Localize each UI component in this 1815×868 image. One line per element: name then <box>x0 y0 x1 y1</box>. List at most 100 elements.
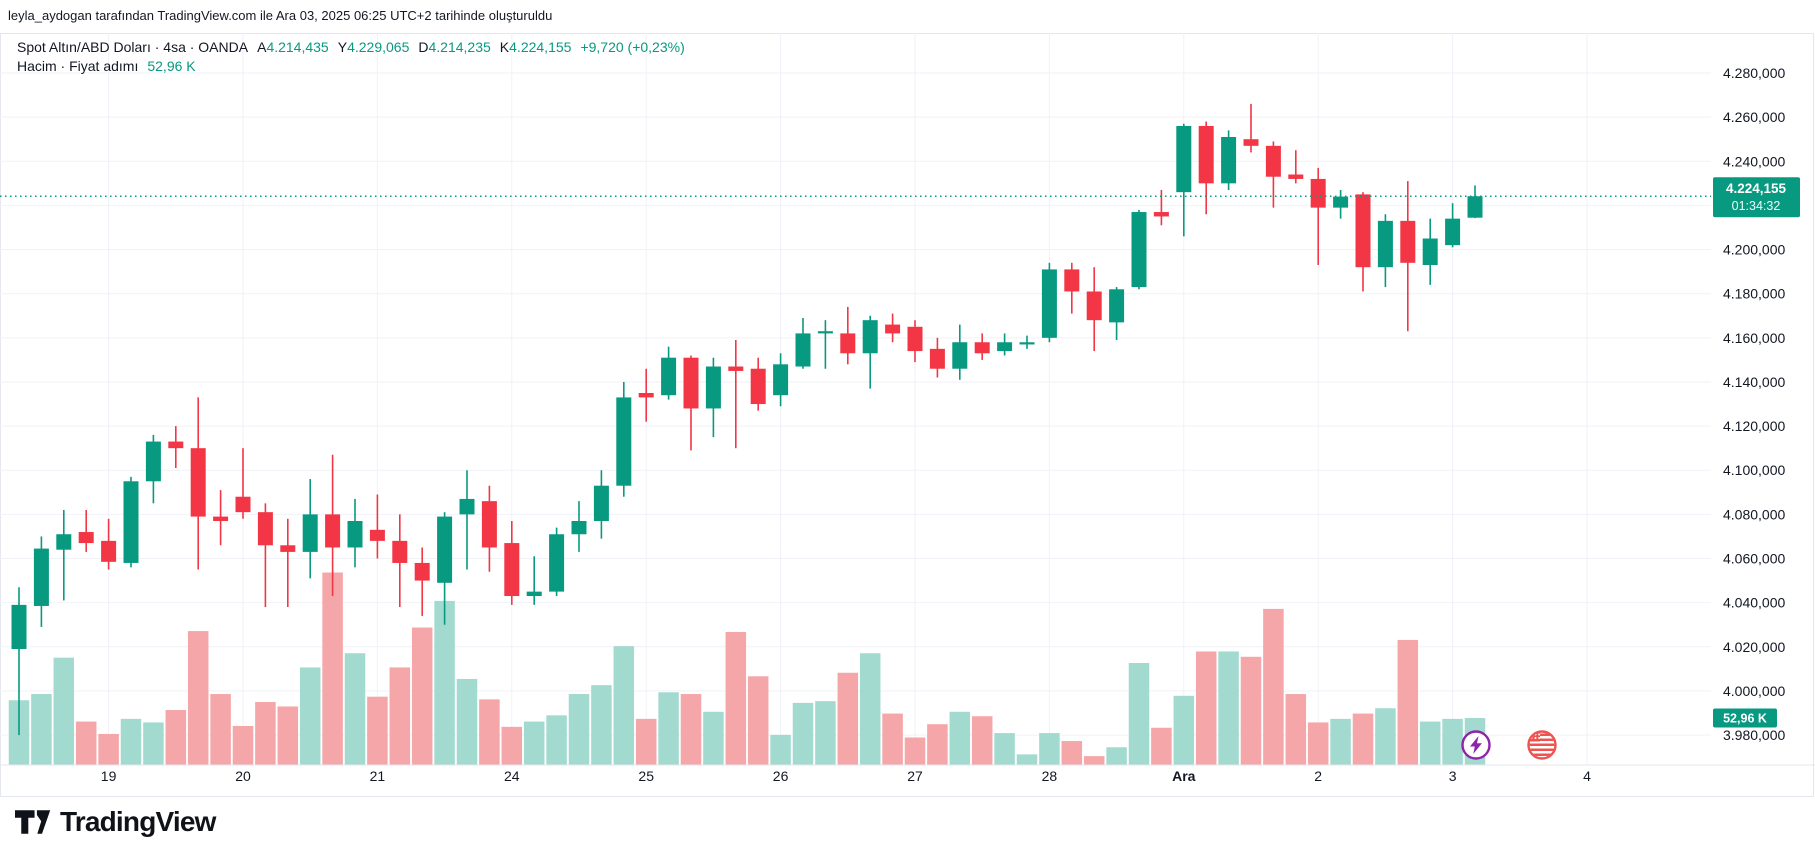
last-price-badge: 4.224,155 01:34:32 <box>1713 177 1800 218</box>
candle-body <box>549 534 565 592</box>
volume-bar <box>1195 651 1217 765</box>
candle-body <box>974 342 990 354</box>
price-axis-label: 4.180,000 <box>1723 286 1785 302</box>
time-axis-label: 28 <box>1042 768 1058 784</box>
volume-badge-bg <box>1713 708 1777 728</box>
volume-bar <box>523 721 545 765</box>
volume-bar <box>1173 695 1195 765</box>
volume-bar <box>187 631 209 765</box>
volume-bar <box>1061 741 1083 765</box>
time-axis-label: 25 <box>638 768 654 784</box>
candle-body <box>101 540 117 562</box>
candle-body <box>1153 212 1169 217</box>
us-flag-icon <box>1527 730 1557 760</box>
volume-bar <box>1285 694 1307 765</box>
volume-bar <box>1419 721 1441 765</box>
lightning-icon <box>1461 730 1491 760</box>
grid-lines <box>0 33 1711 765</box>
volume-bar <box>1128 662 1150 765</box>
price-axis: 4.280,0004.260,0004.240,0004.220,0004.20… <box>1723 65 1785 743</box>
candle-body <box>1243 139 1259 146</box>
candle-body <box>728 366 744 371</box>
volume-bar <box>680 694 702 765</box>
candle-body <box>145 441 161 482</box>
volume-bar <box>367 696 388 765</box>
time-axis-label: 24 <box>504 768 520 784</box>
candle-body <box>257 512 273 546</box>
volume-bar <box>344 653 366 765</box>
price-axis-label: 4.260,000 <box>1723 109 1785 125</box>
candlestick-series <box>11 103 1483 736</box>
candle-body <box>795 333 811 367</box>
price-axis-label: 4.240,000 <box>1723 153 1785 169</box>
low-value: D4.214,235 <box>418 39 491 55</box>
volume-bar <box>1083 756 1105 765</box>
price-axis-label: 4.040,000 <box>1723 595 1785 611</box>
candle-body <box>1467 196 1483 218</box>
volume-bar <box>971 716 993 765</box>
high-value: Y4.229,065 <box>337 39 410 55</box>
volume-bar <box>31 694 52 765</box>
volume-bar <box>434 600 455 765</box>
price-axis-label: 4.060,000 <box>1723 551 1785 567</box>
time-axis-label: Ara <box>1172 768 1196 784</box>
volume-bar <box>53 657 75 765</box>
tradingview-logo: TradingView <box>15 806 216 838</box>
volume-bar <box>859 653 881 765</box>
volume-bar <box>1151 727 1172 765</box>
volume-bar <box>1442 718 1463 765</box>
time-axis-label: 2 <box>1314 768 1322 784</box>
candle-body <box>414 562 430 581</box>
volume-bar <box>1330 718 1351 765</box>
volume-bar <box>232 725 254 765</box>
candle-body <box>683 357 699 409</box>
candle-body <box>168 441 184 449</box>
candle-body <box>1041 269 1057 338</box>
candle-body <box>929 348 945 369</box>
candle-body <box>1265 145 1281 177</box>
volume-bar <box>613 646 635 765</box>
candle-body <box>638 393 654 398</box>
candle-body <box>1064 269 1080 292</box>
candle-body <box>1377 220 1393 268</box>
candle-body <box>1355 194 1371 268</box>
time-axis-label: 21 <box>370 768 386 784</box>
volume-bar <box>1397 639 1419 765</box>
price-axis-label: 4.140,000 <box>1723 374 1785 390</box>
price-axis-label: 4.000,000 <box>1723 683 1785 699</box>
candle-body <box>1310 178 1326 208</box>
symbol-title: Spot Altın/ABD Doları · 4sa · OANDA <box>17 39 249 55</box>
volume-bar <box>255 702 276 765</box>
candle-body <box>347 521 363 548</box>
volume-bar <box>1375 708 1396 765</box>
volume-bar <box>456 678 478 765</box>
candle-body <box>1445 218 1461 246</box>
candle-body <box>392 540 408 563</box>
volume-series <box>8 572 1486 765</box>
volume-bar <box>591 685 612 765</box>
volume-bar <box>389 667 411 765</box>
volume-bar <box>1106 747 1127 765</box>
candle-body <box>750 368 766 405</box>
candle-body <box>56 534 72 550</box>
volume-badge-value: 52,96 K <box>1723 712 1767 726</box>
volume-legend-row: Hacim · Fiyat adımı 52,96 K <box>17 58 685 74</box>
candle-body <box>705 366 721 409</box>
price-badge-value: 4.224,155 <box>1726 181 1787 196</box>
volume-bar <box>1240 656 1262 765</box>
candle-body <box>504 543 520 597</box>
attribution-text: leyla_aydogan tarafından TradingView.com… <box>8 8 553 23</box>
candle-body <box>773 364 789 396</box>
volume-bar <box>165 710 187 765</box>
volume-bar <box>882 713 903 765</box>
volume-bar <box>322 572 343 765</box>
candle-body <box>1288 174 1304 179</box>
volume-bar <box>994 733 1015 765</box>
time-axis-label: 27 <box>907 768 923 784</box>
volume-bar <box>1039 733 1060 765</box>
volume-badge: 52,96 K <box>1713 708 1777 728</box>
candle-body <box>459 498 475 515</box>
symbol-legend-row: Spot Altın/ABD Doları · 4sa · OANDA A4.2… <box>17 39 685 55</box>
time-axis-label: 19 <box>101 768 117 784</box>
candle-body <box>1400 220 1416 263</box>
